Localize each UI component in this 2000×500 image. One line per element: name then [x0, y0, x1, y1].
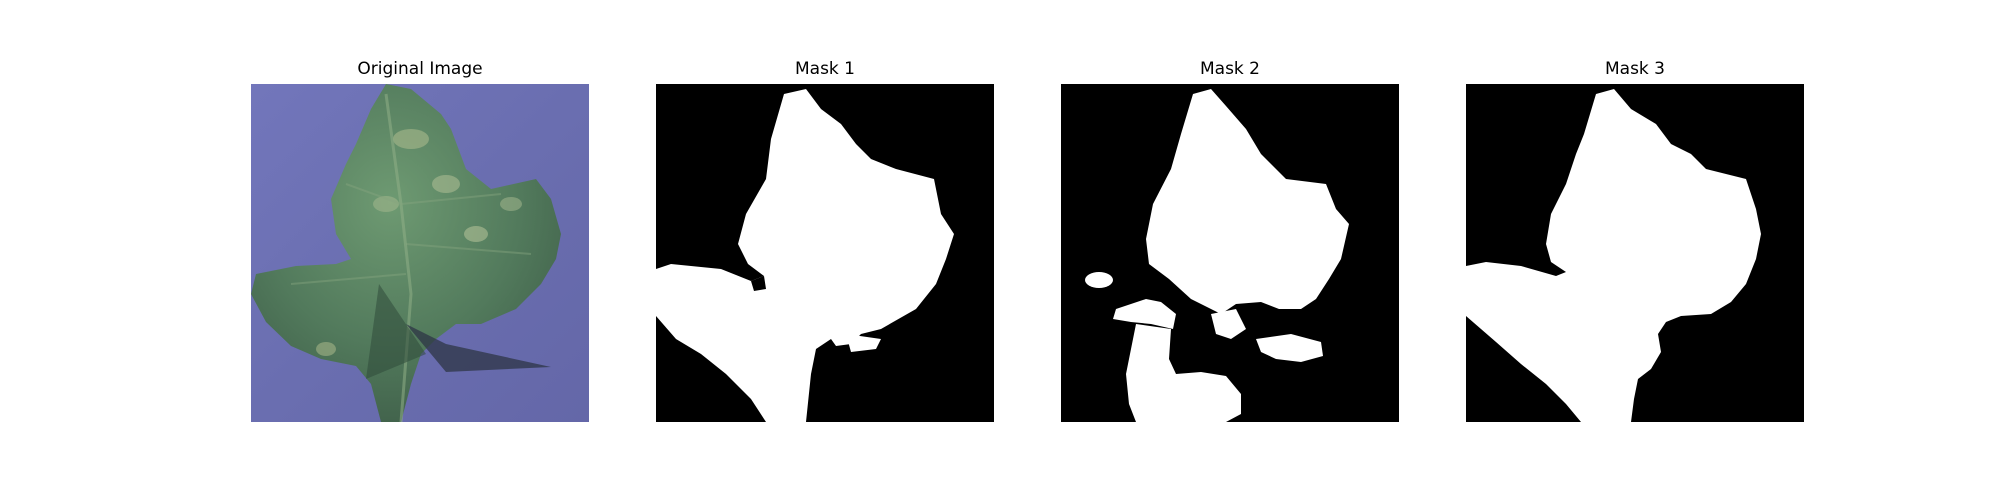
mask-foreground: [1466, 89, 1761, 422]
mask-2-title: Mask 2: [1199, 59, 1260, 79]
mask-foreground: [656, 89, 954, 422]
mask-blob: [1085, 272, 1113, 288]
mask-hole: [1176, 329, 1196, 354]
original-image-title: Original Image: [357, 59, 483, 79]
mask-blob: [1211, 309, 1246, 339]
leaf-spot: [373, 196, 399, 212]
mask-3-image: [1466, 84, 1804, 422]
mask-2-image: [1061, 84, 1399, 422]
mask-blob: [1113, 299, 1176, 329]
mask-hole: [751, 276, 766, 291]
mask-1-title: Mask 1: [794, 59, 855, 79]
mask-3-panel: [1466, 84, 1804, 422]
dark-overlay: [406, 324, 551, 372]
mask-2-panel: [1061, 84, 1399, 422]
mask-foreground: [1146, 89, 1349, 314]
original-leaf-image: [251, 84, 589, 422]
leaf-spot: [500, 197, 522, 211]
mask-foreground: [846, 334, 881, 352]
mask-1-image: [656, 84, 994, 422]
dark-overlay: [366, 284, 426, 379]
leaf-spot: [464, 226, 488, 242]
mask-1-panel: [656, 84, 994, 422]
mask-blob: [1256, 334, 1323, 362]
leaf-spot: [393, 129, 429, 149]
leaf-spot: [316, 342, 336, 356]
mask-blob: [1126, 324, 1241, 422]
mask-3-title: Mask 3: [1604, 59, 1665, 79]
leaf-spot: [432, 175, 460, 193]
leaf-vein: [290, 183, 532, 285]
original-image-panel: [251, 84, 589, 422]
